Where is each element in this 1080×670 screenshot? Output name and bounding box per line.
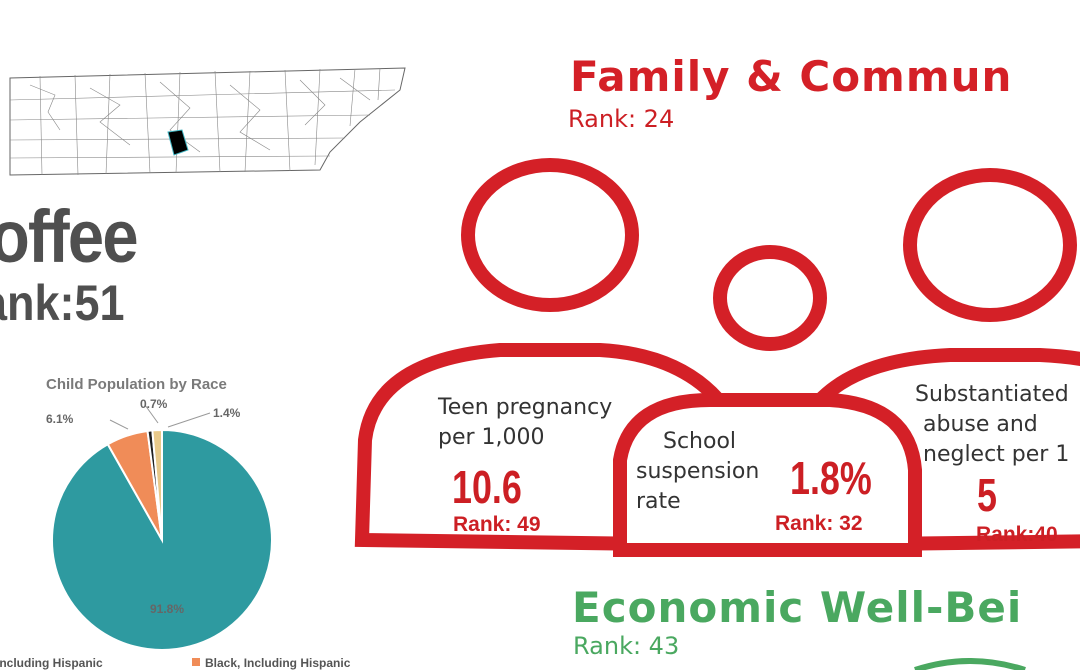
legend-label-2: Black, Including Hispanic bbox=[205, 656, 351, 670]
pie-leader-line-0 bbox=[109, 419, 129, 430]
metric-value-abuse: 5 bbox=[977, 469, 997, 521]
legend-item-1: Including Hispanic bbox=[0, 656, 103, 670]
legend-label-1: Including Hispanic bbox=[0, 656, 103, 670]
legend-swatch-2 bbox=[192, 658, 200, 666]
pie-title: Child Population by Race bbox=[46, 376, 227, 393]
metric-value-teen-pregnancy: 10.6 bbox=[452, 461, 522, 513]
family-rank: Rank: 24 bbox=[568, 105, 675, 133]
metric-label-abuse: Substantiated abuse and neglect per 1 bbox=[915, 382, 1070, 467]
economic-icon bbox=[914, 658, 1026, 670]
pie-label-0.7: 0.7% bbox=[140, 397, 168, 411]
race-pie-chart bbox=[51, 404, 273, 651]
family-people-icon bbox=[354, 158, 1080, 557]
family-heading: Family & Commun bbox=[570, 52, 1013, 101]
county-name: offee bbox=[0, 195, 139, 278]
legend-item-2: Black, Including Hispanic bbox=[192, 656, 350, 670]
county-rank: ank:51 bbox=[0, 275, 125, 331]
pie-label-1.4: 1.4% bbox=[213, 406, 241, 420]
pie-slice-3 bbox=[151, 428, 163, 541]
metric-rank-abuse: Rank:40 bbox=[976, 523, 1058, 546]
metric-label-teen-pregnancy: Teen pregnancy per 1,000 bbox=[438, 395, 613, 450]
pie-label-6.1: 6.1% bbox=[46, 412, 74, 426]
economic-rank: Rank: 43 bbox=[573, 632, 680, 660]
state-county-map bbox=[9, 67, 406, 176]
metric-label-suspension: School suspension rate bbox=[636, 429, 760, 514]
pie-label-91.8: 91.8% bbox=[150, 602, 185, 616]
metric-rank-suspension: Rank: 32 bbox=[775, 512, 863, 535]
pie-leader-line-2 bbox=[167, 412, 211, 428]
metric-rank-teen-pregnancy: Rank: 49 bbox=[453, 513, 541, 536]
metric-value-suspension: 1.8% bbox=[790, 452, 872, 504]
pie-leader-line-1 bbox=[144, 404, 159, 424]
economic-heading: Economic Well-Bei bbox=[572, 583, 1023, 632]
